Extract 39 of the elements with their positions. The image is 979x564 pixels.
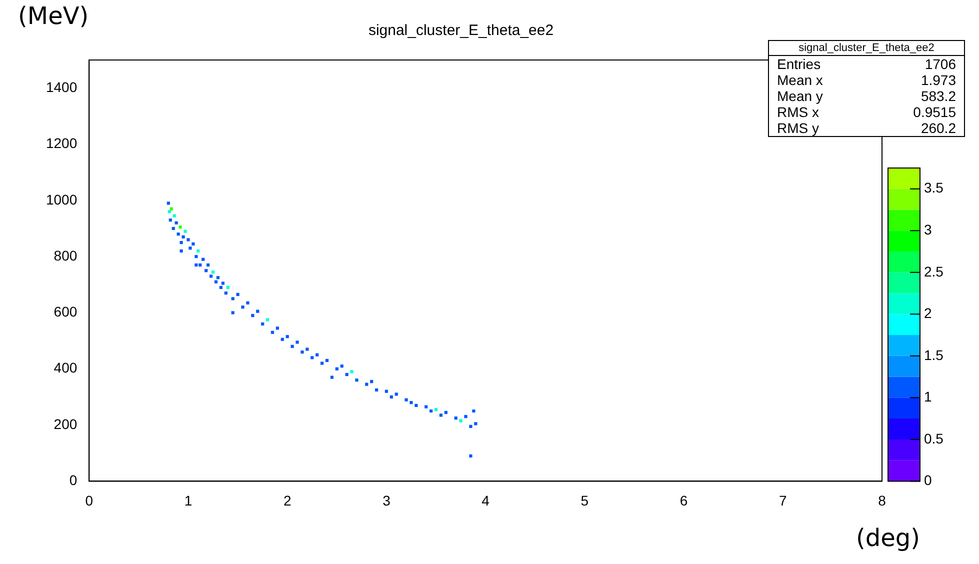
text: 583.2 xyxy=(920,88,956,104)
y-tick-label: 400 xyxy=(54,360,78,376)
y-tick-label: 800 xyxy=(54,247,78,264)
color-bar-label: 2.5 xyxy=(924,263,944,280)
text: 0.9515 xyxy=(913,104,956,120)
annotation: Entries xyxy=(777,56,821,72)
x-tick-label: 4 xyxy=(482,492,490,508)
y-axis-title: (MeV) xyxy=(18,2,89,30)
x-tick-label: 2 xyxy=(283,492,292,508)
x-tick-label: 1 xyxy=(184,492,192,508)
y-tick-label: 1200 xyxy=(46,135,78,152)
chart-title: signal_cluster_E_theta_ee2 xyxy=(368,22,554,40)
y-tick-label: 600 xyxy=(54,304,78,320)
color-bar-label: 2 xyxy=(924,305,932,322)
y-tick-label: 0 xyxy=(69,472,78,488)
x-tick-label: 6 xyxy=(680,492,688,508)
annotation: RMS x xyxy=(777,104,819,120)
x-tick-label: 0 xyxy=(85,492,94,508)
x-tick-label: 7 xyxy=(778,492,787,508)
color-bar-label: 0.5 xyxy=(924,430,944,446)
annotation: RMS y xyxy=(777,120,819,136)
color-bar-label: 3 xyxy=(924,222,932,238)
y-tick-label: 1400 xyxy=(46,78,78,95)
y-tick-label: 200 xyxy=(54,416,78,432)
x-tick-label: 8 xyxy=(878,492,886,508)
color-bar-label: 1.5 xyxy=(924,346,944,363)
x-axis-title: (deg) xyxy=(856,524,920,552)
text: 260.2 xyxy=(920,120,956,136)
text: 1.973 xyxy=(920,72,956,88)
x-tick-label: 3 xyxy=(382,492,391,508)
y-tick-label: 1000 xyxy=(46,191,78,208)
text: 1706 xyxy=(924,56,956,72)
annotation: Mean x xyxy=(777,72,823,88)
text: signal_cluster_E_theta_ee2 xyxy=(769,41,964,56)
annotation: Mean y xyxy=(777,88,823,104)
x-tick-label: 5 xyxy=(580,492,589,508)
color-bar-label: 3.5 xyxy=(924,180,944,196)
color-bar-label: 0 xyxy=(924,472,932,488)
color-bar-label: 1 xyxy=(924,388,932,405)
